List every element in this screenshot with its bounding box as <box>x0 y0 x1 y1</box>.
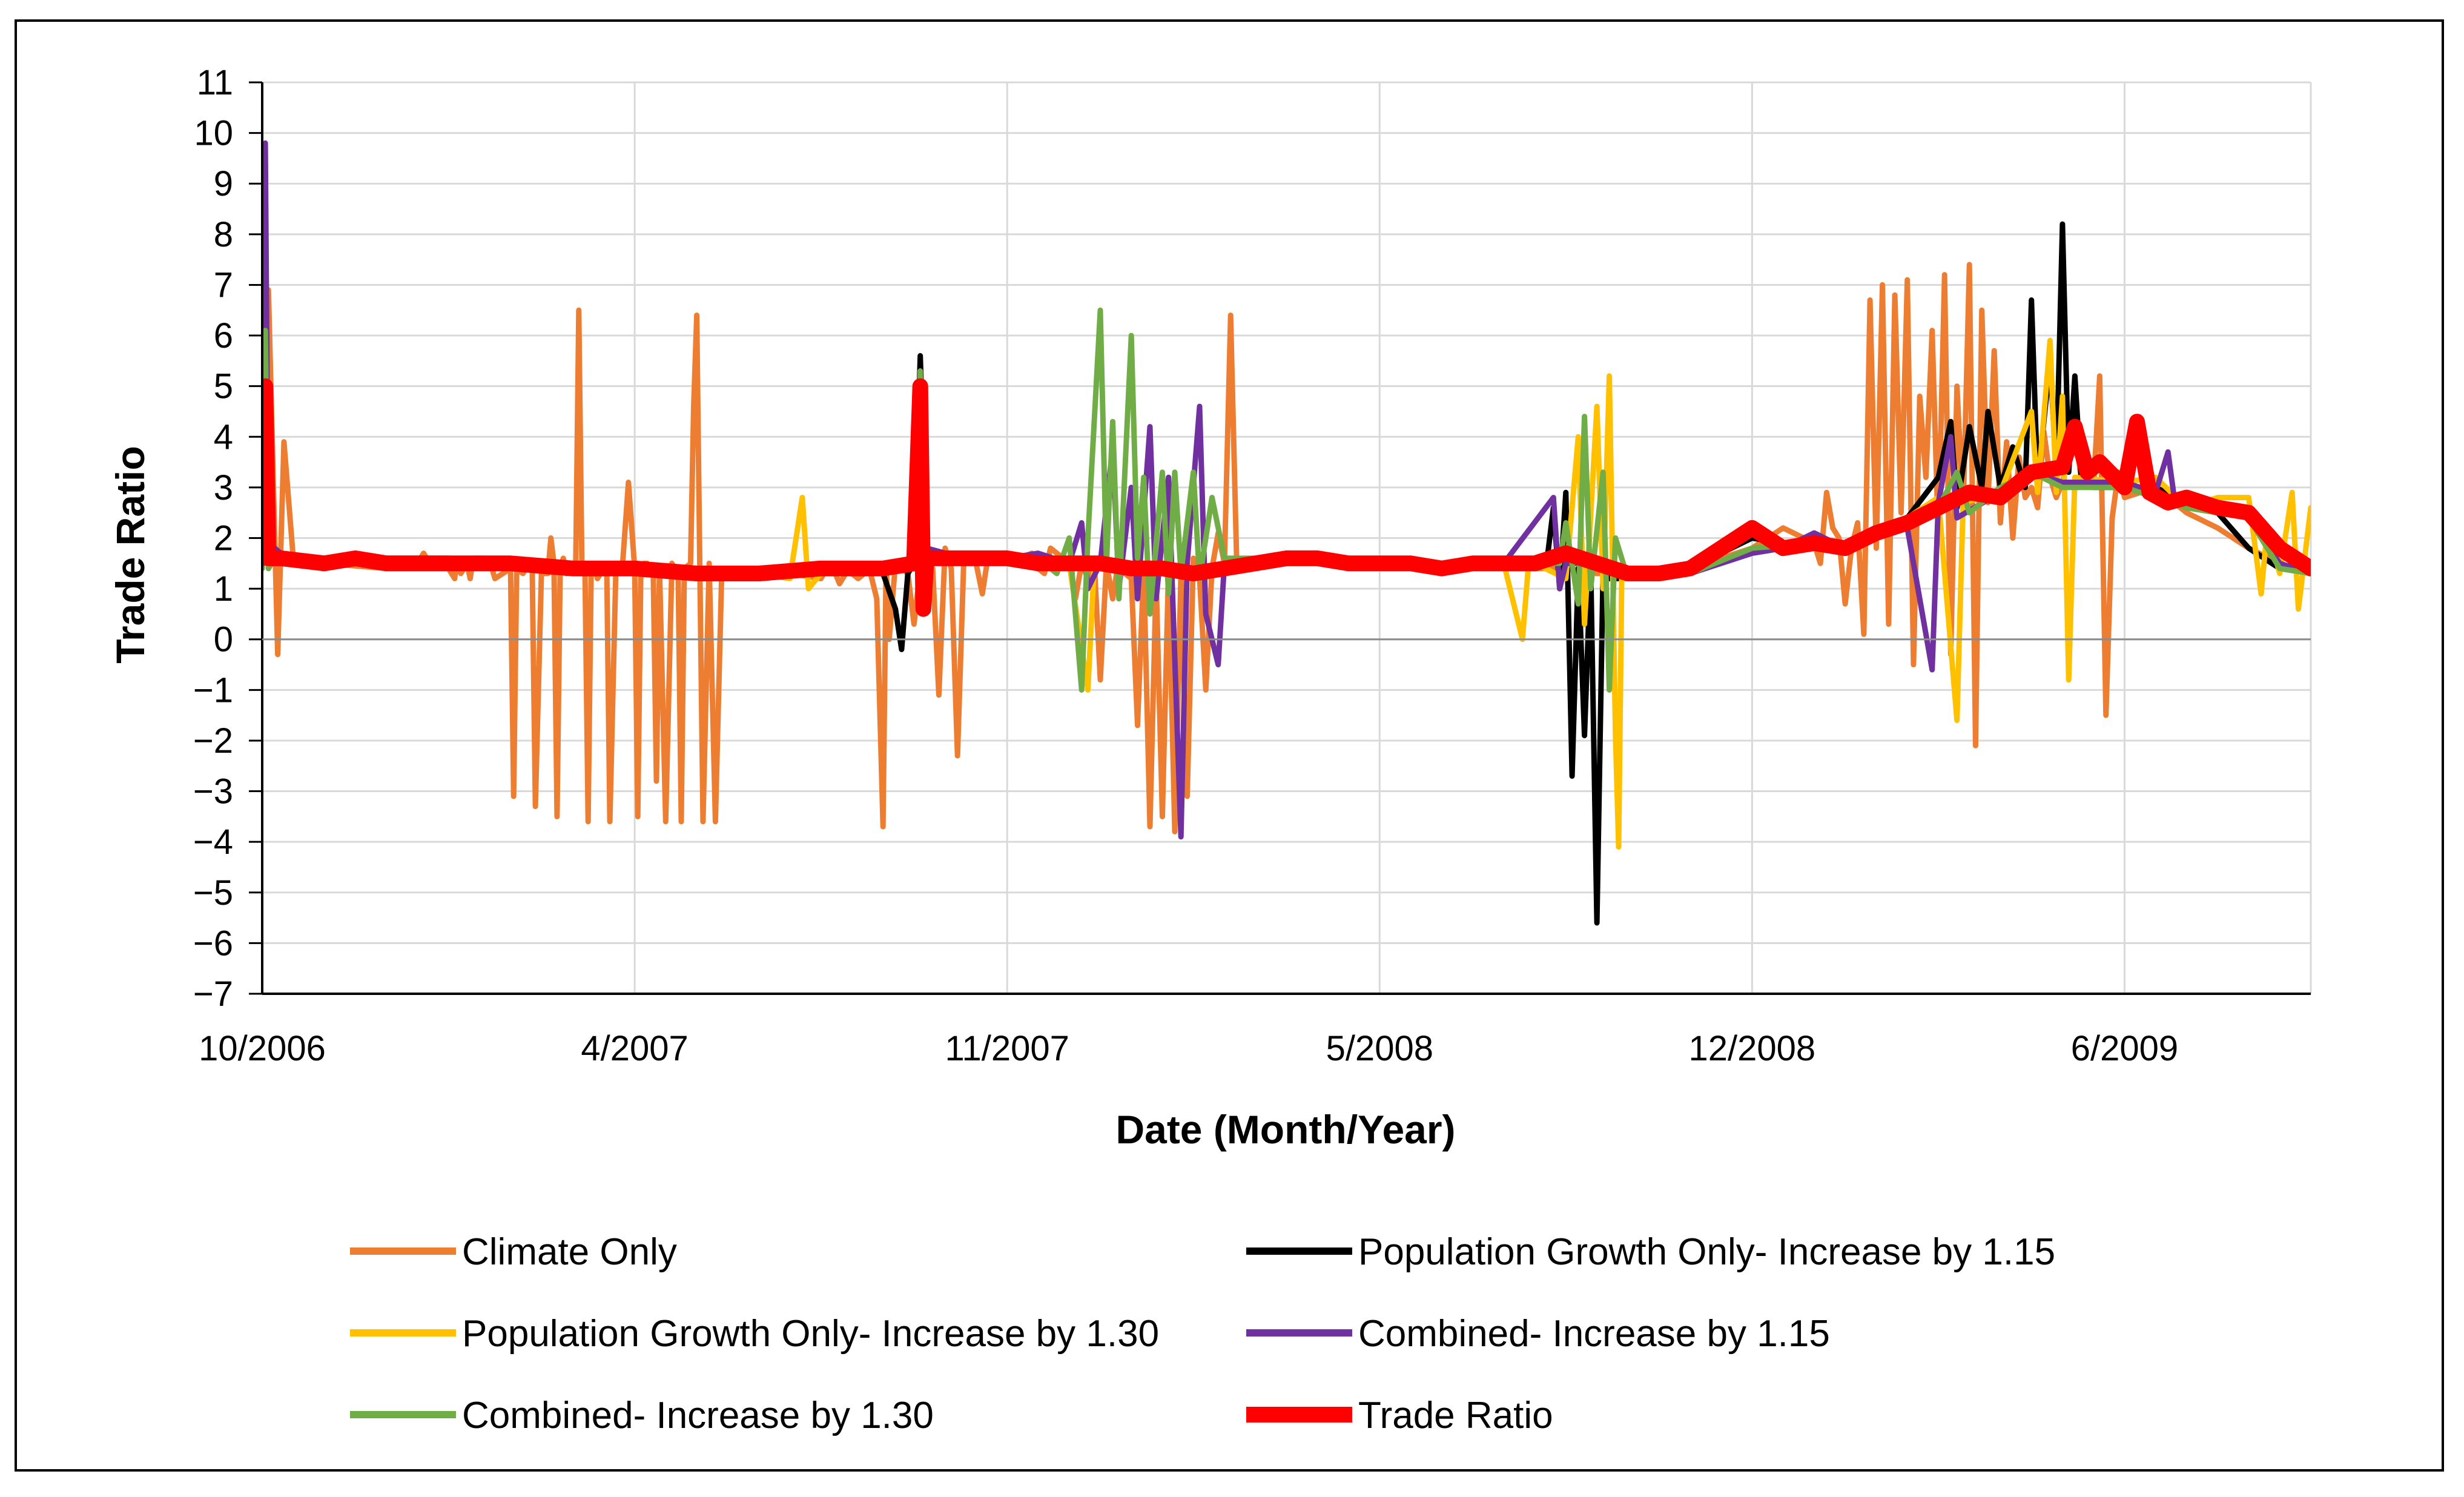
y-tick-label: 8 <box>214 215 233 254</box>
legend-label-4: Combined- Increase by 1.15 <box>1358 1313 1830 1355</box>
legend-label-3: Population Growth Only- Increase by 1.30 <box>462 1313 1159 1355</box>
grid-layer <box>261 81 2312 995</box>
x-tick-label: 12/2008 <box>1689 1029 1816 1068</box>
y-tick-label: −1 <box>193 670 233 710</box>
chart-frame: −7 −6 −5 −4 −3 −2 −1 0 1 2 3 4 5 6 7 8 9 10 11 10/2006 4/200… <box>15 19 2444 1472</box>
y-tick-label: 2 <box>214 519 233 558</box>
y-tick-label: −6 <box>193 924 233 963</box>
y-tick-label: −7 <box>193 974 233 1014</box>
trade-ratio-chart: −7 −6 −5 −4 −3 −2 −1 0 1 2 3 4 5 6 7 8 9 10 11 10/2006 4/200… <box>108 63 2312 1436</box>
y-tick-label: 0 <box>214 620 233 659</box>
y-axis-title: Trade Ratio <box>108 446 153 663</box>
y-tick-label: −5 <box>193 873 233 913</box>
y-tick-label: 3 <box>214 468 233 507</box>
y-tick-label: 5 <box>214 367 233 406</box>
y-tick-label: 1 <box>214 569 233 609</box>
y-tick-label: 10 <box>194 114 233 153</box>
legend-label-5: Combined- Increase by 1.30 <box>462 1395 934 1436</box>
series-line-3 <box>262 337 2311 850</box>
x-tick-label: 11/2007 <box>945 1029 1069 1068</box>
y-tick-label: 11 <box>197 63 233 102</box>
legend-label-6: Trade Ratio <box>1358 1395 1553 1436</box>
x-tick-label: 5/2008 <box>1326 1029 1433 1068</box>
y-tick-label: −2 <box>193 721 233 761</box>
series-layer <box>262 140 2311 926</box>
y-tick-label: 7 <box>214 265 233 305</box>
axis-layer: −7 −6 −5 −4 −3 −2 −1 0 1 2 3 4 5 6 7 8 9 10 11 10/2006 4/200… <box>193 63 2311 1068</box>
series-line-1 <box>262 262 2311 834</box>
series-line-6 <box>262 378 2311 617</box>
y-tick-label: −4 <box>193 822 233 862</box>
legend-label-1: Climate Only <box>462 1231 677 1273</box>
y-tick-label: −3 <box>193 772 233 811</box>
legend-label-2: Population Growth Only- Increase by 1.15 <box>1358 1231 2055 1273</box>
y-tick-label: 9 <box>214 164 233 203</box>
x-tick-label: 10/2006 <box>199 1029 326 1068</box>
x-axis-title: Date (Month/Year) <box>1115 1107 1455 1152</box>
y-tick-label: 4 <box>214 417 233 457</box>
legend: Climate Only Population Growth Only- Incr… <box>350 1231 2055 1436</box>
y-tick-label: 6 <box>214 316 233 355</box>
x-tick-label: 6/2009 <box>2071 1029 2178 1068</box>
x-tick-label: 4/2007 <box>581 1029 688 1068</box>
